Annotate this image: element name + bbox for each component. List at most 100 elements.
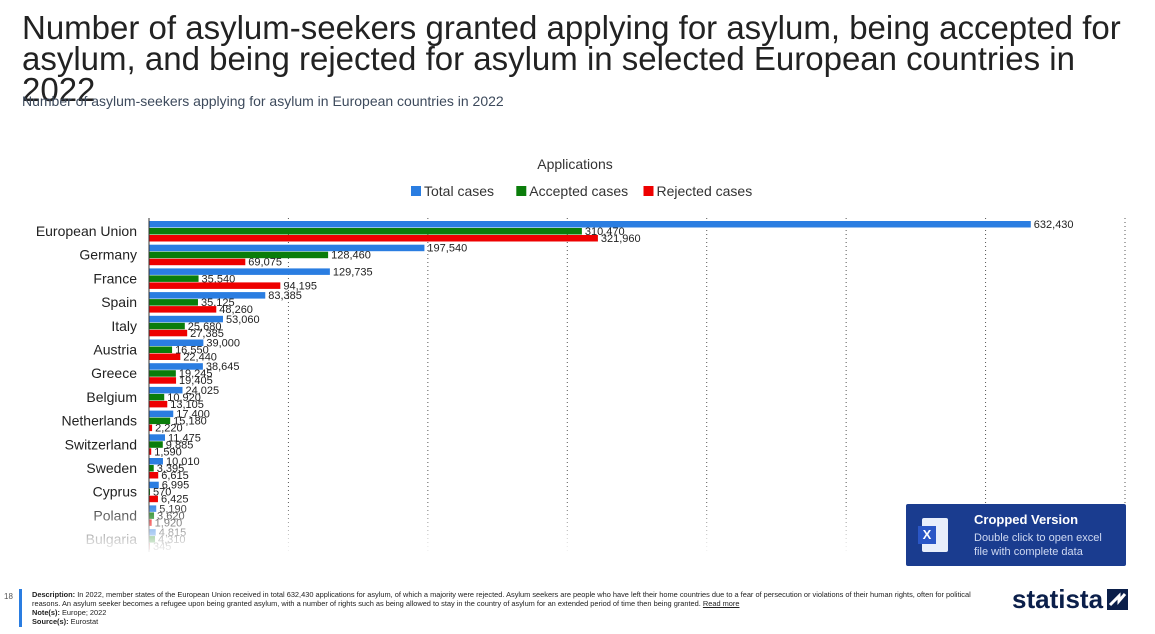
legend-swatch-0 bbox=[411, 186, 421, 196]
bar-accepted-cases bbox=[149, 441, 163, 448]
value-label: 197,540 bbox=[427, 243, 467, 255]
bar-total-cases bbox=[149, 363, 203, 370]
value-label: 1,590 bbox=[154, 446, 182, 458]
source-text: Eurostat bbox=[70, 617, 99, 626]
statista-logo-icon bbox=[1107, 589, 1128, 610]
legend-title: Applications bbox=[537, 156, 613, 172]
bar-accepted-cases bbox=[149, 346, 173, 353]
value-label: 13,105 bbox=[170, 399, 204, 411]
excel-button-description: Double click to open excel file with com… bbox=[974, 531, 1124, 559]
note-text: Europe; 2022 bbox=[61, 608, 107, 617]
legend-label-1: Accepted cases bbox=[529, 183, 628, 199]
bar-total-cases bbox=[149, 505, 157, 512]
value-label: 39,000 bbox=[206, 338, 240, 350]
value-label: 27,385 bbox=[190, 328, 224, 340]
value-label: 17,400 bbox=[176, 409, 210, 421]
description-text: In 2022, member states of the European U… bbox=[32, 590, 971, 608]
description-label: Description: bbox=[32, 590, 76, 599]
value-label: 48,260 bbox=[219, 304, 253, 316]
bar-rejected-cases bbox=[149, 424, 153, 432]
bar-rejected-cases bbox=[149, 306, 217, 313]
value-label: 345 bbox=[153, 541, 171, 553]
category-label: France bbox=[93, 270, 137, 286]
page-number: 18 bbox=[4, 592, 13, 601]
bar-total-cases bbox=[149, 221, 1031, 228]
excel-download-button[interactable]: X Cropped Version Double click to open e… bbox=[906, 504, 1126, 566]
category-label: Switzerland bbox=[65, 436, 137, 452]
value-label: 128,460 bbox=[331, 250, 371, 262]
category-label: Poland bbox=[93, 507, 137, 523]
bar-accepted-cases bbox=[149, 393, 165, 401]
category-label: Cyprus bbox=[93, 484, 137, 500]
legend-swatch-2 bbox=[643, 186, 654, 196]
category-label: Germany bbox=[79, 247, 137, 263]
bar-accepted-cases bbox=[149, 275, 199, 282]
value-label: 6,995 bbox=[162, 480, 190, 492]
legend-swatch-1 bbox=[516, 186, 527, 196]
value-label: 25,680 bbox=[188, 321, 222, 333]
bar-chart: Applications Total cases Accepted cases Rej… bbox=[36, 156, 1126, 553]
value-label: 321,960 bbox=[601, 233, 641, 245]
bar-rejected-cases bbox=[149, 353, 181, 360]
bar-accepted-cases bbox=[149, 465, 154, 472]
source-label: Source(s): bbox=[32, 617, 69, 626]
bar-accepted-cases bbox=[149, 370, 176, 377]
category-label: Greece bbox=[91, 365, 137, 381]
chart-subtitle: Number of asylum-seekers applying for as… bbox=[22, 93, 504, 109]
bar-rejected-cases bbox=[149, 258, 246, 266]
value-label: 6,615 bbox=[161, 470, 189, 482]
value-label: 19,245 bbox=[179, 368, 213, 380]
bar-rejected-cases bbox=[149, 282, 281, 289]
bar-total-cases bbox=[149, 434, 165, 441]
bar-rejected-cases bbox=[149, 400, 168, 408]
bar-total-cases bbox=[149, 458, 163, 465]
bar-total-cases bbox=[149, 339, 204, 346]
bar-total-cases bbox=[149, 292, 266, 299]
value-label: 9,885 bbox=[166, 439, 194, 451]
value-label: 69,075 bbox=[248, 257, 282, 269]
bar-accepted-cases bbox=[149, 512, 155, 519]
category-label: Sweden bbox=[86, 460, 137, 476]
value-label: 632,430 bbox=[1034, 219, 1074, 231]
category-label: Italy bbox=[111, 318, 137, 334]
bar-total-cases bbox=[149, 244, 425, 252]
bar-rejected-cases bbox=[149, 495, 158, 503]
footer-notes: Description: In 2022, member states of t… bbox=[32, 590, 972, 626]
value-label: 94,195 bbox=[283, 280, 317, 292]
value-label: 38,645 bbox=[206, 361, 240, 373]
bar-rejected-cases bbox=[149, 377, 177, 384]
value-label: 3,395 bbox=[157, 463, 185, 475]
bar-total-cases bbox=[149, 410, 174, 418]
bar-rejected-cases bbox=[149, 448, 152, 455]
bar-accepted-cases bbox=[149, 322, 185, 330]
value-label: 16,550 bbox=[175, 345, 209, 357]
note-label: Note(s): bbox=[32, 608, 60, 617]
bar-total-cases bbox=[149, 386, 183, 394]
value-label: 19,405 bbox=[179, 375, 213, 387]
value-label: 83,385 bbox=[268, 290, 302, 302]
read-more-link[interactable]: Read more bbox=[702, 599, 740, 608]
bar-total-cases bbox=[149, 529, 156, 536]
value-label: 24,025 bbox=[185, 385, 219, 397]
footer-accent-bar bbox=[19, 589, 22, 627]
excel-button-title: Cropped Version bbox=[974, 512, 1079, 527]
category-label: European Union bbox=[36, 223, 137, 239]
bar-accepted-cases bbox=[149, 228, 582, 235]
legend-label-2: Rejected cases bbox=[657, 183, 753, 199]
bar-rejected-cases bbox=[149, 329, 188, 337]
category-label: Belgium bbox=[86, 389, 137, 405]
excel-icon: X bbox=[918, 518, 948, 552]
value-label: 15,180 bbox=[173, 416, 207, 428]
excel-line-2: file with complete data bbox=[974, 546, 1083, 558]
category-label: Spain bbox=[101, 294, 137, 310]
bar-accepted-cases bbox=[149, 251, 329, 259]
bar-rejected-cases bbox=[149, 472, 159, 479]
bar-total-cases bbox=[149, 268, 330, 275]
value-label: 53,060 bbox=[226, 314, 260, 326]
statista-logo: statista bbox=[1012, 584, 1104, 614]
category-label: Austria bbox=[93, 342, 137, 358]
value-label: 10,920 bbox=[167, 392, 201, 404]
bar-accepted-cases bbox=[149, 299, 198, 306]
value-label: 22,440 bbox=[183, 352, 217, 364]
value-label: 11,475 bbox=[168, 432, 201, 444]
